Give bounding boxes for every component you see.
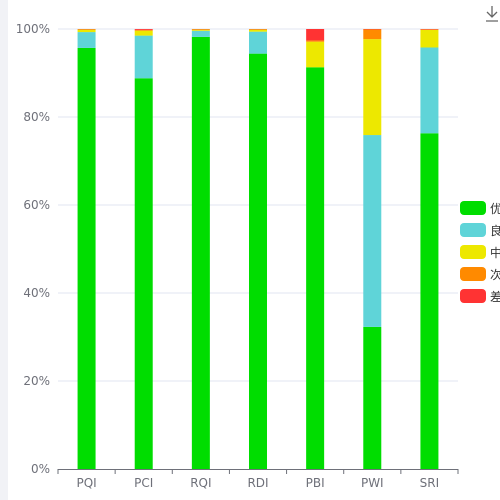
x-axis (57, 469, 459, 474)
bar-segment[interactable] (77, 29, 96, 33)
legend-swatch (460, 267, 486, 281)
y-tick-label: 20% (23, 374, 50, 388)
bar-segment[interactable] (306, 67, 325, 469)
bar-segment[interactable] (191, 29, 210, 31)
bar-segment[interactable] (134, 35, 153, 79)
bar-segment[interactable] (134, 29, 153, 31)
y-tick-label: 0% (31, 462, 50, 476)
legend-item[interactable]: 中 (460, 241, 500, 263)
bar-segment[interactable] (191, 30, 210, 37)
bar-segment[interactable] (306, 29, 325, 41)
bar-segment[interactable] (363, 135, 382, 327)
bar-segment[interactable] (134, 78, 153, 469)
y-tick-label: 100% (16, 22, 50, 36)
bar-segment[interactable] (306, 41, 325, 68)
bar-segment[interactable] (363, 39, 382, 136)
bar-segment[interactable] (191, 36, 210, 470)
legend-swatch (460, 201, 486, 215)
legend-swatch (460, 223, 486, 237)
legend-label: 优 (490, 201, 500, 216)
legend-label: 中 (490, 245, 500, 260)
x-tick-label: PBI (306, 476, 325, 490)
bar-segment[interactable] (363, 29, 382, 40)
bar-segment[interactable] (134, 29, 153, 30)
side-strip (0, 0, 8, 500)
legend-label: 次 (490, 267, 500, 282)
legend-item[interactable]: 优 (460, 197, 500, 219)
bar-segment[interactable] (134, 30, 153, 36)
legend-item[interactable]: 良 (460, 219, 500, 241)
legend-item[interactable]: 次 (460, 263, 500, 285)
bar-segment[interactable] (363, 326, 382, 469)
bar-segment[interactable] (77, 32, 96, 48)
legend-item[interactable]: 差 (460, 285, 500, 307)
x-tick-label: RDI (247, 476, 268, 490)
bar-segment[interactable] (306, 40, 325, 42)
x-tick-label: SRI (420, 476, 440, 490)
y-axis-labels: 0% 20% 40% 60% 80% 100% (16, 22, 50, 476)
x-tick-label: PQI (76, 476, 96, 490)
legend-swatch (460, 289, 486, 303)
y-tick-label: 80% (23, 110, 50, 124)
bar-segment[interactable] (420, 133, 439, 469)
download-icon[interactable] (484, 4, 500, 24)
x-tick-label: RQI (190, 476, 211, 490)
bar-segment[interactable] (249, 31, 267, 54)
legend-label: 差 (490, 289, 500, 304)
legend-swatch (460, 245, 486, 259)
y-tick-label: 60% (23, 198, 50, 212)
x-tick-label: PWI (361, 476, 384, 490)
x-tick-label: PCI (134, 476, 153, 490)
bar-segment[interactable] (249, 53, 267, 469)
bars (77, 29, 439, 470)
bar-segment[interactable] (77, 47, 96, 470)
y-tick-label: 40% (23, 286, 50, 300)
bar-segment[interactable] (420, 47, 439, 134)
x-axis-labels: PQI PCI RQI RDI PBI PWI SRI (76, 476, 439, 490)
legend-label: 良 (490, 223, 500, 238)
legend: 优良中次差 (460, 197, 500, 307)
bar-segment[interactable] (249, 29, 267, 32)
bar-segment[interactable] (420, 29, 439, 48)
